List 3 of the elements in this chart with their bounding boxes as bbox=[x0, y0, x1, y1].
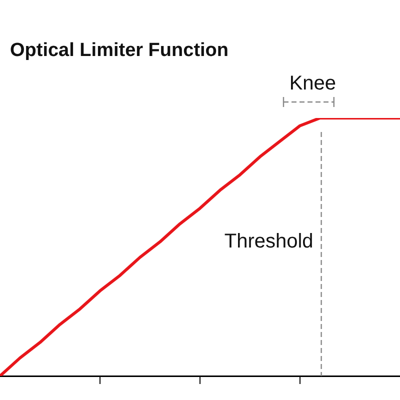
chart-title: Optical Limiter Function bbox=[10, 40, 229, 62]
annotation: Threshold bbox=[224, 230, 314, 252]
text: Knee bbox=[289, 72, 336, 95]
